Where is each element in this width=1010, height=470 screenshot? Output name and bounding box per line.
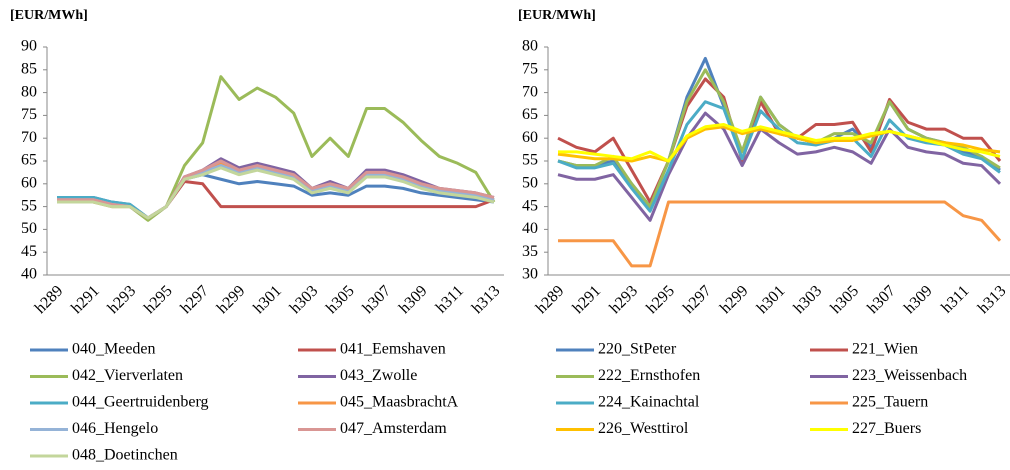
y-tick-label: 75: [522, 60, 538, 77]
legend-label: 225_Tauern: [852, 394, 928, 411]
y-tick-label: 60: [21, 174, 37, 191]
x-tick-label: h293: [606, 282, 641, 317]
legend-label: 040_Meeden: [72, 341, 156, 358]
x-tick-label: h293: [105, 282, 140, 317]
x-tick-label: h291: [68, 282, 103, 317]
x-tick-label: h299: [717, 282, 752, 317]
legend-label: 224_Kainachtal: [598, 394, 700, 411]
series-line: [557, 111, 1002, 222]
x-tick-label: h297: [177, 282, 212, 317]
x-tick-label: h303: [287, 282, 322, 317]
series-line: [557, 68, 1001, 209]
y-tick-label: 55: [522, 152, 538, 169]
y-tick-label: 65: [522, 106, 538, 123]
y-tick-label: 45: [21, 243, 37, 260]
x-tick-label: h307: [360, 282, 395, 317]
legend-label: 041_Eemshaven: [340, 341, 446, 358]
x-tick-label: h289: [32, 282, 67, 317]
legend-label: 223_Weissenbach: [852, 367, 967, 384]
y-axis-label: [EUR/MWh]: [10, 8, 88, 23]
legend-label: 226_Westtirol: [598, 420, 689, 437]
x-tick-label: h301: [754, 282, 789, 317]
y-tick-label: 70: [21, 129, 37, 146]
x-tick-label: h299: [214, 282, 249, 317]
series-line: [557, 100, 1001, 213]
y-tick-label: 50: [522, 174, 538, 191]
legend-label: 043_Zwolle: [340, 367, 417, 384]
legend-label: 220_StPeter: [598, 341, 677, 358]
x-tick-label: h295: [643, 282, 678, 317]
x-tick-label: h305: [827, 282, 862, 317]
x-tick-label: h309: [396, 282, 431, 317]
y-tick-label: 45: [522, 197, 538, 214]
legend-label: 042_Vierverlaten: [72, 367, 183, 384]
x-tick-label: h313: [469, 282, 504, 317]
y-tick-label: 90: [21, 38, 37, 55]
y-tick-label: 35: [522, 243, 538, 260]
x-tick-label: h305: [323, 282, 358, 317]
y-tick-label: 50: [21, 220, 37, 237]
legend-label: 047_Amsterdam: [340, 420, 447, 437]
y-tick-label: 80: [522, 38, 538, 55]
x-tick-label: h311: [938, 282, 972, 316]
legend-label: 222_Ernsthofen: [598, 367, 700, 384]
y-tick-label: 80: [21, 83, 37, 100]
legend-label: 046_Hengelo: [72, 420, 158, 437]
series-line: [558, 200, 1002, 268]
legend-label: 045_MaasbrachtA: [340, 394, 459, 411]
legend-label: 044_Geertruidenberg: [72, 394, 209, 411]
y-tick-label: 40: [522, 220, 538, 237]
y-tick-label: 60: [522, 129, 538, 146]
legend-label: 227_Buers: [852, 420, 921, 437]
y-tick-label: 85: [21, 60, 37, 77]
x-tick-label: h289: [533, 282, 568, 317]
x-tick-label: h311: [433, 282, 467, 316]
y-tick-label: 65: [21, 152, 37, 169]
y-tick-label: 75: [21, 106, 37, 123]
y-tick-label: 40: [21, 266, 37, 283]
series-line: [558, 123, 1001, 163]
x-tick-label: h307: [864, 282, 899, 317]
x-tick-label: h303: [791, 282, 826, 317]
y-tick-label: 70: [522, 83, 538, 100]
y-tick-label: 30: [522, 266, 538, 283]
x-tick-label: h301: [250, 282, 285, 317]
x-tick-label: h309: [901, 282, 936, 317]
series-line: [57, 75, 496, 222]
x-tick-label: h297: [680, 282, 715, 317]
series-line: [57, 166, 495, 220]
legend-label: 221_Wien: [852, 341, 918, 358]
x-tick-label: h295: [141, 282, 176, 317]
x-tick-label: h291: [570, 282, 605, 317]
x-tick-label: h313: [975, 282, 1010, 317]
y-tick-label: 55: [21, 197, 37, 214]
legend-label: 048_Doetinchen: [72, 447, 178, 464]
series-line: [57, 173, 495, 220]
y-axis-label: [EUR/MWh]: [518, 8, 596, 23]
